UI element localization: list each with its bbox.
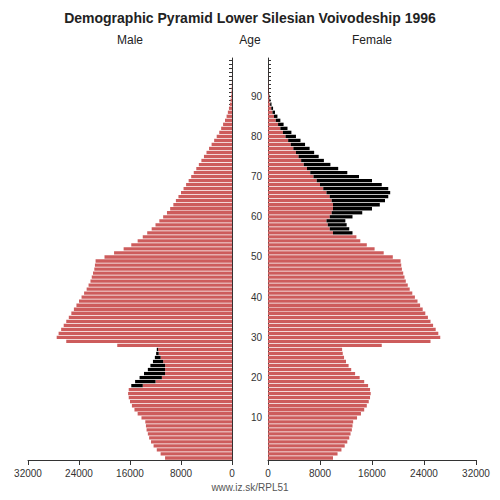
svg-text:16000: 16000: [358, 468, 386, 479]
svg-text:40: 40: [251, 292, 263, 303]
svg-text:32000: 32000: [462, 468, 490, 479]
svg-text:0: 0: [265, 468, 271, 479]
svg-text:Age: Age: [239, 33, 261, 47]
svg-text:0: 0: [229, 468, 235, 479]
svg-text:8000: 8000: [170, 468, 193, 479]
svg-text:24000: 24000: [65, 468, 93, 479]
svg-text:Demographic Pyramid Lower Sile: Demographic Pyramid Lower Silesian Voivo…: [64, 10, 436, 26]
svg-text:80: 80: [251, 131, 263, 142]
svg-text:Female: Female: [352, 33, 392, 47]
svg-text:60: 60: [251, 211, 263, 222]
svg-text:30: 30: [251, 332, 263, 343]
svg-text:10: 10: [251, 412, 263, 423]
svg-text:24000: 24000: [410, 468, 438, 479]
svg-text:90: 90: [251, 91, 263, 102]
svg-text:70: 70: [251, 171, 263, 182]
svg-text:32000: 32000: [14, 468, 42, 479]
svg-text:8000: 8000: [309, 468, 332, 479]
svg-text:www.iz.sk/RPL51: www.iz.sk/RPL51: [210, 482, 289, 493]
svg-text:16000: 16000: [116, 468, 144, 479]
svg-text:50: 50: [251, 251, 263, 262]
svg-text:20: 20: [251, 372, 263, 383]
svg-text:Male: Male: [117, 33, 143, 47]
